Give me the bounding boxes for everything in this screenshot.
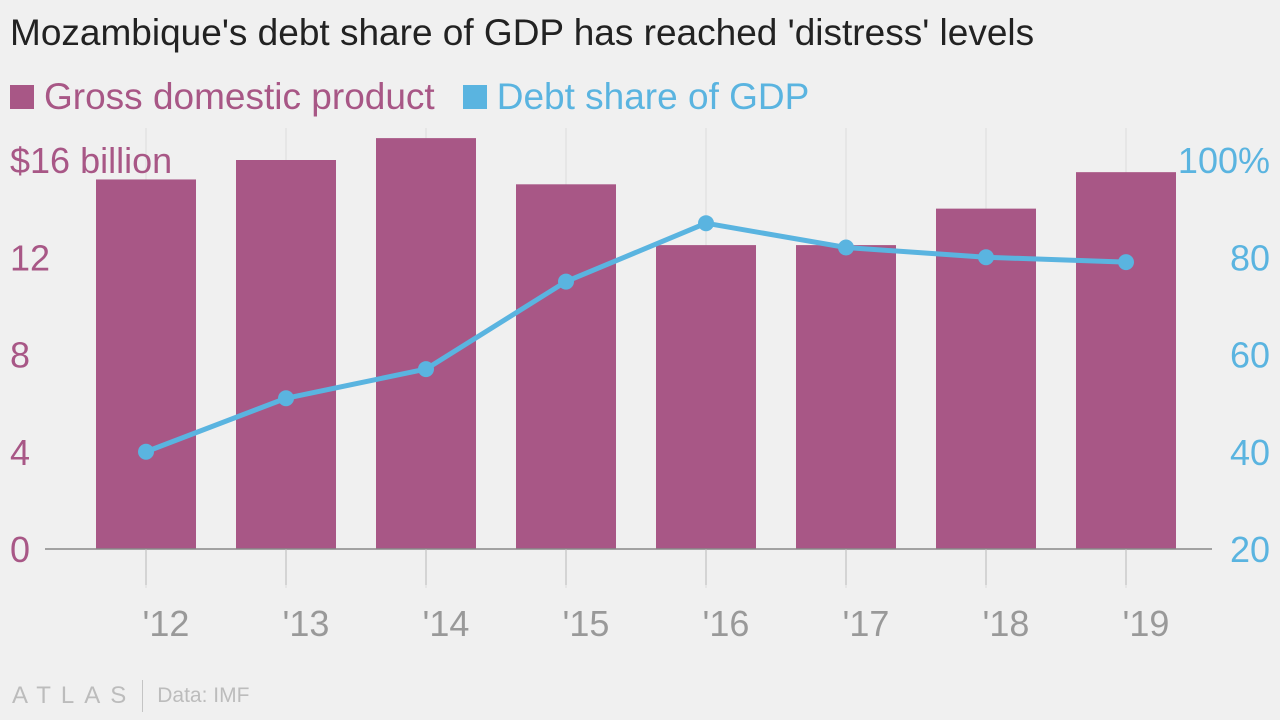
legend-item-gdp: Gross domestic product [10,76,435,118]
gdp-bar [656,245,756,549]
gdp-bar [1076,172,1176,549]
debt-point [418,361,434,378]
y-left-tick-label: $16 billion [10,140,172,181]
gdp-bar [376,138,476,549]
legend-item-debt: Debt share of GDP [462,76,810,118]
debt-point [698,215,714,232]
debt-line [143,220,1129,455]
gdp-bar [796,245,896,549]
debt-point [558,273,574,290]
debt-point [278,390,294,407]
y-left-tick-label: 12 [10,237,50,278]
gdp-bar [236,160,336,549]
y-right-tick-label: 80 [1230,237,1270,278]
debt-point [978,249,994,266]
legend-swatch-debt [462,85,487,109]
x-tick-label: '13 [283,603,330,644]
debt-point [838,239,854,256]
gdp-bar [96,179,196,549]
gdp-bar [516,184,616,549]
y-right-tick-label: 20 [1230,529,1270,570]
legend-label-debt: Debt share of GDP [496,76,810,117]
atlas-logo: ATLAS [12,682,137,709]
gdp-bar [936,208,1036,549]
x-tick-label: '17 [843,603,890,644]
legend-swatch-gdp [10,85,34,109]
x-tick-label: '18 [983,603,1030,644]
source-note: Data: IMF [157,684,250,707]
x-tick-label: '15 [563,603,610,644]
x-tick-label: '16 [703,603,750,644]
x-tick-label: '19 [1123,603,1170,644]
footer-divider [142,680,144,712]
legend-label-gdp: Gross domestic product [44,76,435,117]
chart-title: Mozambique's debt share of GDP has reach… [10,12,1035,53]
debt-point [138,443,154,460]
y-right-tick-label: 100% [1178,140,1270,181]
footer: ATLAS Data: IMF [0,678,249,714]
y-right-tick-label: 40 [1230,432,1270,473]
y-left-tick-label: 4 [10,432,30,473]
y-left-tick-label: 0 [10,529,30,570]
debt-point [1118,254,1134,271]
x-tick-label: '14 [423,603,470,644]
y-left-tick-label: 8 [10,335,30,376]
chart-legend: Gross domestic product Debt share of GDP [10,76,837,118]
x-tick-label: '12 [143,603,190,644]
y-right-tick-label: 60 [1230,335,1270,376]
